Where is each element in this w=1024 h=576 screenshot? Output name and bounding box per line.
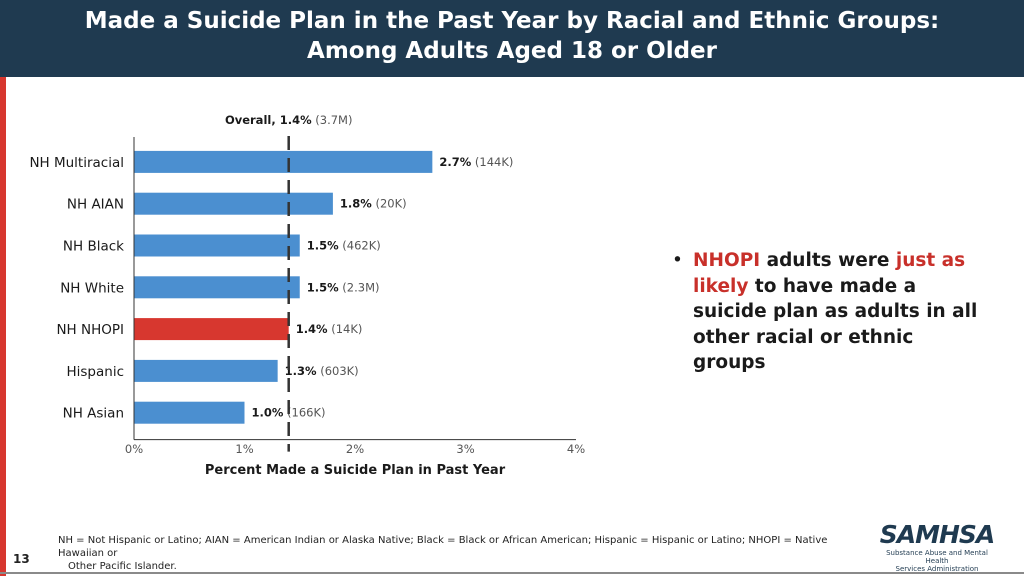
- slide-title-line2: Among Adults Aged 18 or Older: [307, 38, 717, 64]
- category-label: NH NHOPI: [56, 322, 124, 338]
- slide-title-line1: Made a Suicide Plan in the Past Year by …: [84, 8, 940, 34]
- overall-label-text: Overall,: [225, 113, 280, 127]
- value-label: 2.7% (144K): [439, 155, 513, 169]
- bullet-marker: •: [672, 250, 683, 271]
- value-label: 1.4% (14K): [296, 322, 363, 336]
- category-label: NH White: [60, 280, 124, 296]
- footnote-line2: Other Pacific Islander.: [68, 561, 177, 572]
- value-label-percent: 1.0%: [252, 406, 284, 420]
- x-tick-label: 3%: [456, 442, 474, 456]
- samhsa-logo: SAMHSA Substance Abuse and Mental Health…: [877, 520, 997, 574]
- value-label: 1.5% (2.3M): [307, 280, 380, 294]
- bar: [134, 276, 300, 299]
- overall-label-percent: 1.4%: [280, 113, 312, 127]
- category-label: NH Asian: [63, 406, 124, 422]
- category-label: NH AIAN: [67, 197, 124, 213]
- value-label: 1.0% (166K): [252, 406, 326, 420]
- bullet-highlight-phrase: just as likely: [693, 250, 966, 297]
- x-tick-label: 2%: [346, 442, 364, 456]
- footer-divider: [0, 572, 1024, 574]
- logo-subtitle-line1: Substance Abuse and Mental Health: [886, 549, 988, 565]
- x-tick-label: 4%: [567, 442, 585, 456]
- page-number: 13: [13, 552, 30, 566]
- value-label-percent: 2.7%: [439, 155, 471, 169]
- bullet-text-1: adults were: [760, 250, 896, 271]
- bullet-highlight-group: NHOPI: [693, 250, 761, 271]
- bar: [134, 192, 333, 215]
- bar: [134, 359, 278, 382]
- overall-reference-label: Overall, 1.4% (3.7M): [225, 113, 353, 127]
- logo-mark: SAMHSA: [879, 520, 996, 549]
- value-label-count: (14K): [328, 322, 363, 336]
- x-tick-label: 0%: [125, 442, 143, 456]
- bar: [134, 150, 433, 173]
- x-axis-title: Percent Made a Suicide Plan in Past Year: [205, 463, 506, 478]
- value-label-percent: 1.5%: [307, 280, 339, 294]
- value-label: 1.8% (20K): [340, 197, 407, 211]
- bar: [134, 318, 289, 341]
- value-label: 1.3% (603K): [285, 364, 359, 378]
- value-label-count: (166K): [283, 406, 325, 420]
- key-finding-text: NHOPI adults were just as likely to have…: [693, 248, 983, 376]
- value-label-percent: 1.8%: [340, 197, 372, 211]
- value-label: 1.5% (462K): [307, 239, 381, 253]
- value-label-percent: 1.5%: [307, 239, 339, 253]
- value-label-percent: 1.4%: [296, 322, 328, 336]
- value-label-count: (20K): [372, 197, 407, 211]
- overall-label-count: (3.7M): [312, 113, 353, 127]
- category-label: NH Black: [63, 239, 124, 255]
- category-label: NH Multiracial: [29, 155, 124, 171]
- value-label-count: (603K): [317, 364, 359, 378]
- bar: [134, 234, 300, 257]
- value-label-count: (462K): [339, 239, 381, 253]
- bar-chart: NH Multiracial 2.7% (144K) NH AIAN 1.8% (20…: [29, 113, 585, 478]
- footnote: NH = Not Hispanic or Latino; AIAN = Amer…: [58, 534, 858, 573]
- x-tick-label: 1%: [235, 442, 253, 456]
- slide-header: Made a Suicide Plan in the Past Year by …: [0, 0, 1024, 77]
- footnote-line1: NH = Not Hispanic or Latino; AIAN = Amer…: [58, 535, 828, 559]
- value-label-count: (144K): [471, 155, 513, 169]
- bullet-text-2: to have made a suicide plan as adults in…: [693, 275, 978, 374]
- category-label: Hispanic: [66, 364, 124, 380]
- value-label-count: (2.3M): [339, 280, 380, 294]
- bar: [134, 401, 245, 424]
- accent-bar: [0, 77, 6, 576]
- value-label-percent: 1.3%: [285, 364, 317, 378]
- logo-subtitle-line2: Services Administration: [895, 565, 979, 573]
